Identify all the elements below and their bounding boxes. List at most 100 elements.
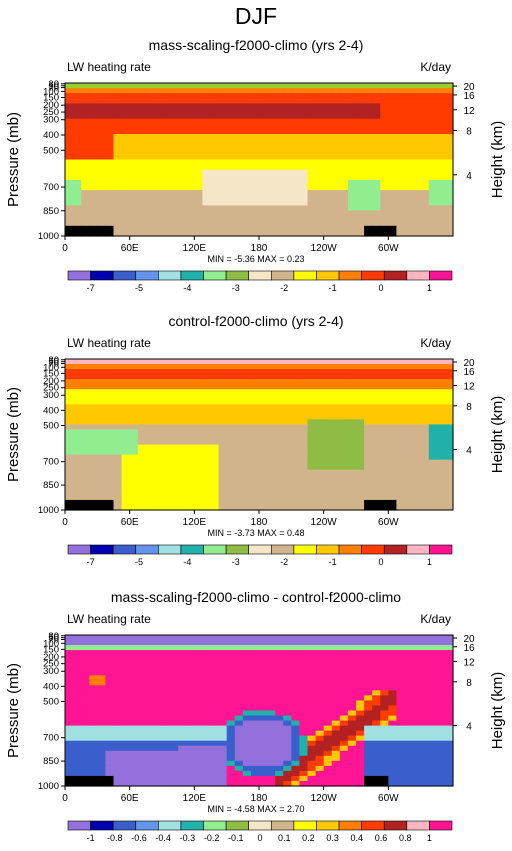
field-cell	[170, 499, 179, 506]
field-cell	[178, 484, 187, 491]
field-cell	[396, 640, 406, 646]
field-cell	[137, 185, 147, 191]
field-cell	[412, 765, 422, 772]
field-cell	[299, 730, 309, 737]
field-cell	[436, 685, 446, 691]
field-cell	[436, 710, 446, 717]
field-cell	[250, 185, 260, 191]
field-cell	[388, 419, 398, 426]
field-cell	[234, 474, 244, 481]
field-cell	[307, 195, 317, 201]
field-cell	[137, 720, 147, 727]
field-cell	[250, 139, 260, 145]
field-cell	[226, 210, 236, 217]
colorbar-label: 0.4	[351, 833, 364, 843]
field-cell	[242, 164, 252, 171]
field-cell	[210, 494, 220, 501]
field-cell	[315, 220, 325, 227]
field-cell	[356, 123, 365, 130]
field-cell	[81, 750, 90, 757]
field-cell	[323, 760, 333, 767]
field-cell	[283, 118, 292, 125]
field-cell	[226, 750, 236, 757]
field-cell	[428, 645, 438, 651]
field-cell	[267, 364, 276, 370]
field-cell	[202, 670, 212, 676]
field-cell	[380, 103, 389, 110]
field-cell	[396, 645, 406, 651]
field-cell	[137, 144, 147, 150]
field-cell	[267, 185, 276, 191]
field-cell	[404, 665, 414, 671]
field-cell	[291, 765, 301, 772]
field-cell	[65, 665, 74, 671]
field-cell	[65, 725, 74, 732]
field-cell	[372, 359, 381, 365]
field-cell	[307, 715, 317, 722]
field-cell	[137, 374, 147, 380]
field-cell	[347, 735, 357, 742]
field-cell	[97, 128, 107, 135]
field-cell	[259, 404, 268, 410]
field-cell	[364, 164, 373, 171]
field-cell	[250, 735, 260, 742]
field-cell	[339, 740, 349, 747]
field-cell	[412, 210, 422, 217]
field-cell	[81, 775, 90, 782]
field-cell	[89, 439, 98, 446]
field-cell	[339, 755, 349, 762]
height-tick-label: 20	[463, 82, 475, 93]
field-cell	[65, 404, 74, 410]
field-cell	[97, 179, 107, 186]
field-cell	[259, 399, 268, 405]
field-cell	[428, 205, 438, 212]
field-cell	[65, 449, 74, 456]
field-cell	[210, 123, 220, 130]
field-cell	[137, 389, 147, 395]
field-cell	[380, 144, 389, 150]
field-cell	[372, 164, 381, 171]
field-cell	[283, 379, 292, 385]
field-cell	[267, 710, 276, 717]
field-cell	[121, 93, 131, 99]
field-cell	[129, 164, 139, 171]
field-cell	[129, 374, 139, 380]
field-cell	[194, 650, 204, 656]
field-cell	[129, 660, 139, 666]
field-cell	[291, 414, 301, 420]
field-cell	[291, 394, 301, 400]
field-cell	[210, 424, 220, 431]
height-tick-label: 4	[466, 446, 472, 457]
field-cell	[339, 780, 349, 787]
field-cell	[331, 705, 341, 712]
field-cell	[444, 374, 454, 380]
field-cell	[428, 665, 438, 671]
field-cell	[226, 83, 236, 89]
field-cell	[65, 675, 74, 681]
field-cell	[323, 154, 333, 161]
field-cell	[323, 210, 333, 217]
colorbar-label: -3	[232, 557, 240, 567]
pressure-tick-label: 200	[43, 652, 59, 663]
field-cell	[170, 220, 179, 227]
field-cell	[137, 113, 147, 120]
field-cell	[162, 700, 171, 707]
field-cell	[380, 685, 389, 691]
field-cell	[347, 169, 357, 176]
field-cell	[162, 364, 171, 370]
field-cell	[129, 159, 139, 166]
field-cell	[89, 364, 98, 370]
field-cell	[299, 374, 309, 380]
field-cell	[315, 364, 325, 370]
field-cell	[65, 169, 74, 176]
field-cell	[291, 720, 301, 727]
field-cell	[186, 765, 195, 772]
field-cell	[372, 484, 381, 491]
field-cell	[331, 710, 341, 717]
field-cell	[137, 740, 147, 747]
field-cell	[267, 149, 276, 155]
field-cell	[218, 210, 228, 217]
field-cell	[428, 670, 438, 676]
field-cell	[242, 760, 252, 767]
field-cell	[323, 414, 333, 420]
